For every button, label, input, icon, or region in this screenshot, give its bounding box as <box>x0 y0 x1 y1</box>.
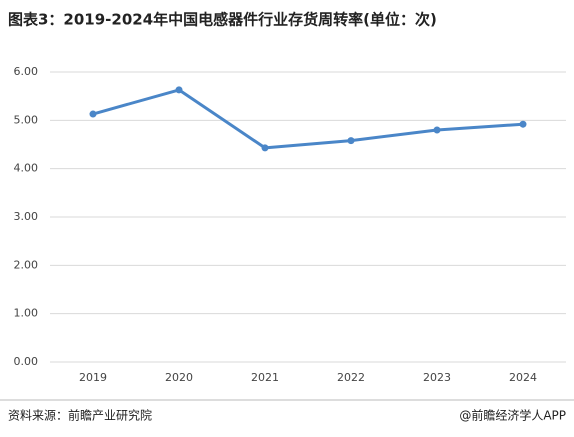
y-tick-label: 6.00 <box>14 65 39 78</box>
series-line <box>92 88 524 150</box>
data-point <box>175 86 183 94</box>
x-tick-label: 2020 <box>165 371 193 384</box>
y-tick-label: 2.00 <box>14 258 39 271</box>
y-tick-label: 5.00 <box>14 113 39 126</box>
data-point <box>519 120 527 128</box>
x-tick-label: 2023 <box>423 371 451 384</box>
data-point <box>89 110 97 118</box>
y-tick-label: 0.00 <box>14 355 39 368</box>
data-point <box>261 144 269 152</box>
data-point <box>433 126 441 134</box>
y-tick-label: 1.00 <box>14 307 39 320</box>
x-tick-label: 2019 <box>79 371 107 384</box>
x-tick-label: 2021 <box>251 371 279 384</box>
x-tick-label: 2022 <box>337 371 365 384</box>
data-point <box>347 137 355 145</box>
credit: @前瞻经济学人APP <box>459 408 566 423</box>
x-tick-label: 2024 <box>509 371 537 384</box>
chart-title: 图表3：2019-2024年中国电感器件行业存货周转率(单位：次) <box>8 11 437 29</box>
y-tick-label: 4.00 <box>14 162 39 175</box>
y-tick-label: 3.00 <box>14 210 39 223</box>
source: 资料来源：前瞻产业研究院 <box>8 408 152 423</box>
